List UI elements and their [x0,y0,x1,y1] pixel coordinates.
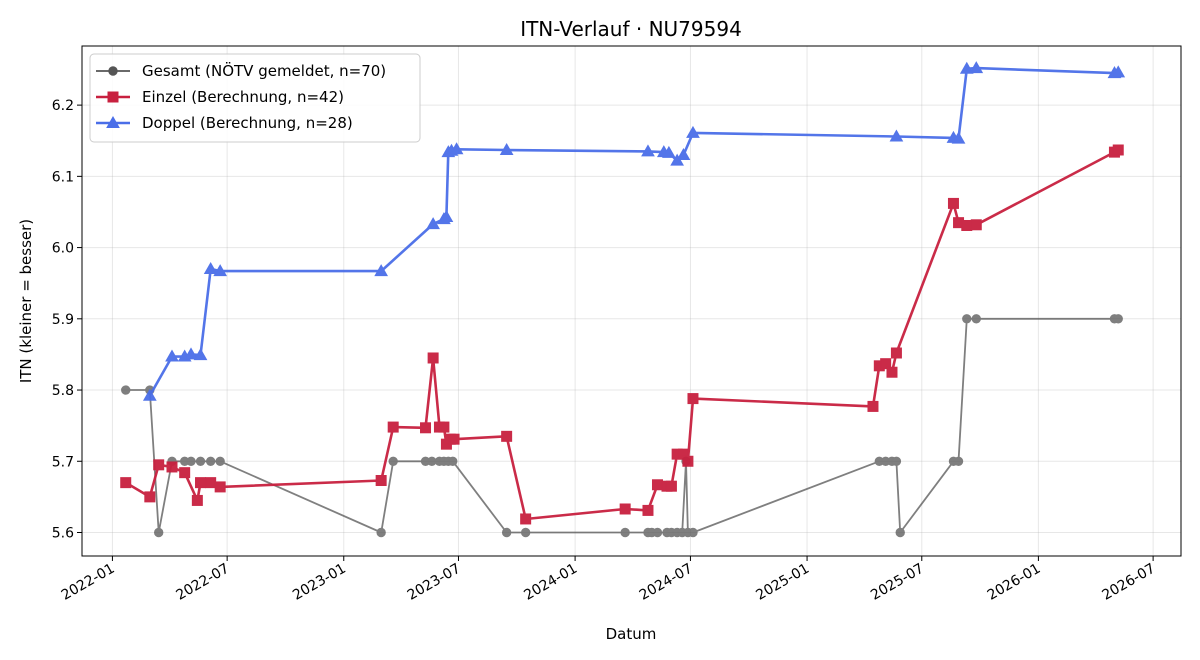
data-point-0-34 [895,527,905,538]
data-point-2-14 [499,142,514,155]
legend-marker-1 [107,91,119,103]
data-point-1-7 [205,477,217,489]
y-tick-label-1: 5.7 [52,454,74,470]
data-point-0-17 [501,527,512,538]
data-point-1-24 [665,480,677,492]
data-point-0-40 [1113,314,1123,324]
data-point-2-7 [374,264,389,277]
data-point-1-36 [961,219,973,231]
data-point-2-8 [426,217,440,230]
series-1 [120,144,1124,525]
data-point-1-20 [619,503,631,515]
series-layer [120,61,1126,538]
data-point-0-10 [388,456,398,466]
data-point-0-8 [215,456,225,466]
data-point-0-29 [688,527,698,538]
data-point-2-21 [889,129,904,142]
data-point-1-19 [520,513,532,525]
data-point-2-4 [193,348,208,361]
data-point-1-33 [890,347,902,359]
data-point-1-3 [166,461,178,473]
data-point-1-14 [438,421,450,433]
data-point-1-39 [1112,144,1124,156]
data-point-0-6 [195,456,206,466]
data-point-1-6 [195,477,207,489]
data-point-1-34 [947,197,959,209]
y-tick-label-5: 6.1 [52,169,74,185]
data-point-1-37 [970,219,982,231]
data-point-1-8 [214,481,226,493]
data-point-0-19 [620,527,630,538]
data-point-2-10 [439,209,454,222]
chart-title: ITN-Verlauf · NU79594 [520,17,742,41]
legend: Gesamt (NÖTV gemeldet, n=70) Einzel (Bere… [89,53,421,143]
data-point-2-1 [165,349,179,362]
data-point-1-12 [427,352,439,364]
legend-marker-0 [108,66,118,76]
data-point-1-2 [153,459,165,471]
data-point-2-3 [184,347,198,360]
data-point-0-38 [971,314,981,324]
series-2 [142,61,1126,401]
data-point-1-0 [120,477,132,489]
data-point-2-23 [951,131,966,144]
data-point-2-5 [203,261,218,274]
data-point-0-7 [205,456,216,466]
legend-label-2: Doppel (Berechnung, n=28) [142,114,353,132]
data-point-0-0 [121,385,131,395]
legend-box [89,53,421,143]
data-point-1-17 [448,433,460,445]
legend-label-0: Gesamt (NÖTV gemeldet, n=70) [142,61,386,80]
data-point-1-9 [375,474,387,486]
data-point-2-6 [213,264,228,277]
data-point-1-22 [651,479,663,491]
data-point-0-22 [652,527,663,538]
y-tick-label-2: 5.8 [52,383,74,399]
x-axis-label: Datum [606,625,657,643]
data-point-1-10 [387,421,399,433]
data-point-1-28 [687,393,699,405]
data-point-2-20 [686,125,700,138]
legend-marker-2 [106,115,120,128]
data-point-2-27 [1111,65,1126,78]
data-point-1-32 [886,366,898,378]
data-point-1-29 [867,400,879,412]
data-point-1-27 [682,455,694,467]
y-tick-label-6: 6.2 [52,98,74,114]
data-point-2-24 [959,61,974,74]
data-point-1-11 [420,422,432,434]
legend-label-1: Einzel (Berechnung, n=42) [142,88,344,106]
data-point-2-0 [142,388,157,401]
data-point-0-9 [376,527,386,538]
data-point-0-16 [448,456,458,466]
plot-frame [81,45,1182,557]
y-tick-label-0: 5.6 [52,525,74,541]
y-tick-label-4: 6.0 [52,241,74,257]
y-axis-ticks: 5.6 5.7 5.8 5.9 6.0 6.1 6.2 [52,98,82,541]
data-point-0-36 [953,456,964,466]
data-point-2-17 [662,145,676,158]
data-point-0-18 [520,527,531,538]
data-point-0-5 [186,456,196,466]
data-point-2-13 [449,142,464,155]
data-point-1-18 [501,430,513,442]
y-tick-label-3: 5.9 [52,312,74,328]
data-point-1-21 [642,504,654,516]
data-point-2-25 [969,61,984,74]
data-point-1-4 [179,467,191,479]
data-point-2-15 [641,144,655,157]
data-point-2-19 [676,147,691,160]
data-point-0-2 [153,527,164,538]
data-point-0-37 [962,314,972,324]
data-point-1-31 [880,358,892,370]
data-point-1-1 [144,491,156,503]
y-axis-label: ITN (kleiner = besser) [17,219,35,383]
data-point-0-33 [891,456,902,466]
data-point-1-5 [191,494,203,506]
